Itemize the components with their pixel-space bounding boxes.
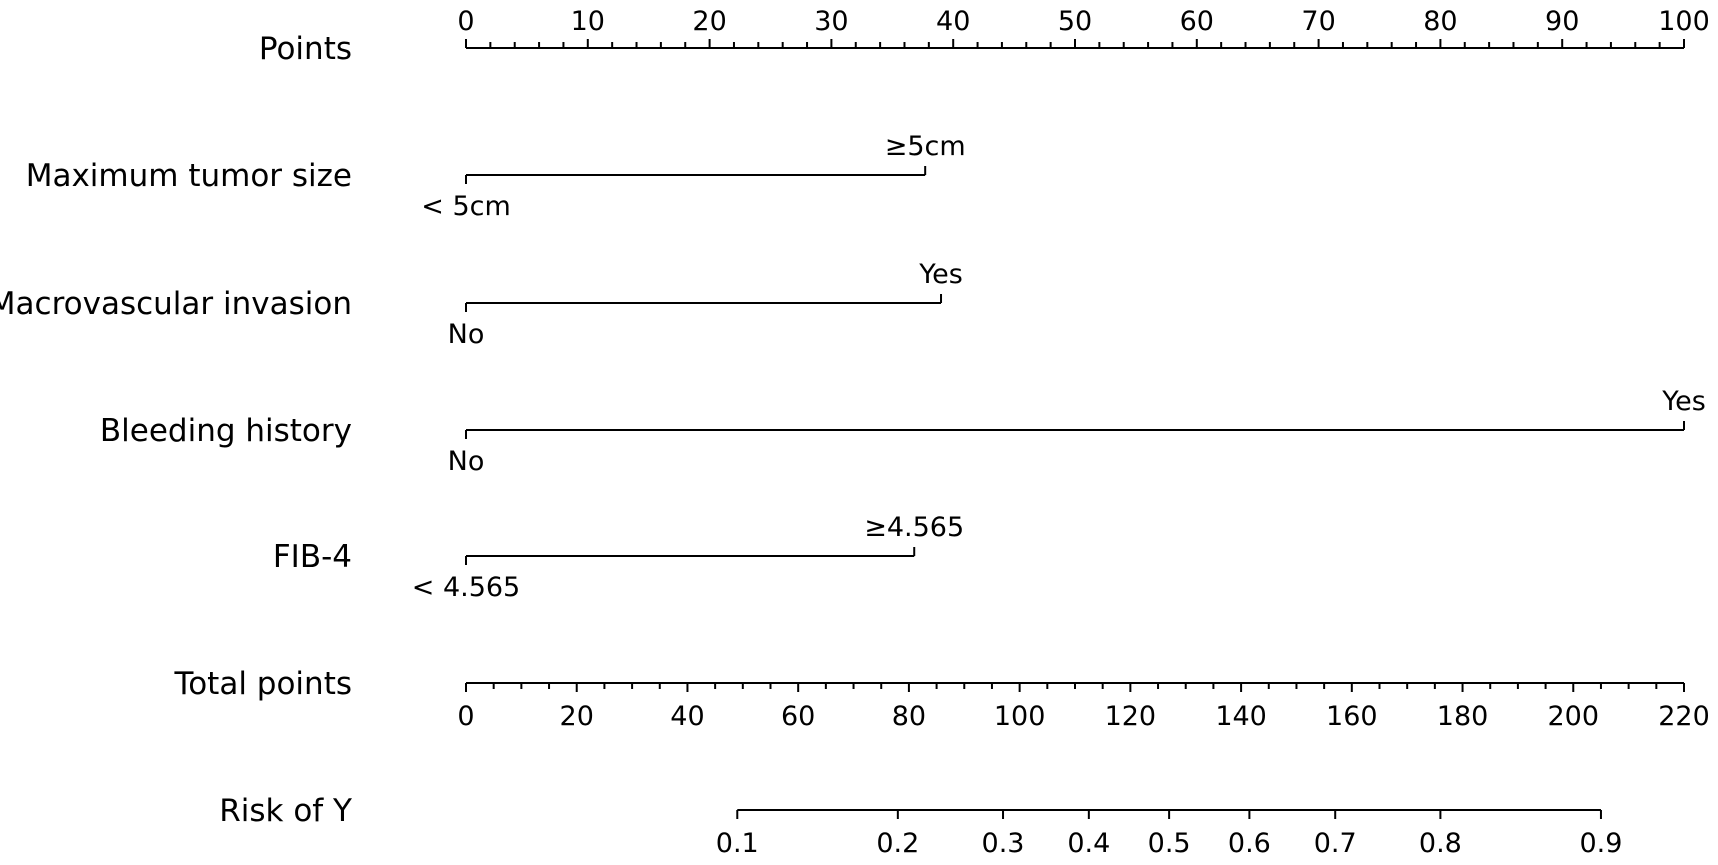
risk-tick-label: 0.8 bbox=[1419, 828, 1462, 859]
points-tick-label: 90 bbox=[1545, 6, 1579, 37]
predictor-level-label: Yes bbox=[1661, 386, 1706, 417]
risk-tick-label: 0.9 bbox=[1579, 828, 1622, 859]
risk-tick-label: 0.7 bbox=[1314, 828, 1357, 859]
risk-tick-label: 0.6 bbox=[1228, 828, 1271, 859]
row-label: Maximum tumor size bbox=[26, 158, 352, 194]
risk-tick-label: 0.1 bbox=[716, 828, 759, 859]
points-tick-label: 50 bbox=[1058, 6, 1092, 37]
total-tick-label: 220 bbox=[1658, 701, 1710, 732]
row-label: FIB-4 bbox=[273, 539, 352, 575]
risk-tick-label: 0.2 bbox=[876, 828, 919, 859]
row-label: Risk of Y bbox=[219, 793, 352, 829]
risk-tick-label: 0.4 bbox=[1067, 828, 1110, 859]
row-label: Bleeding history bbox=[100, 413, 352, 449]
points-tick-label: 100 bbox=[1658, 6, 1710, 37]
predictor-level-label: < 4.565 bbox=[412, 572, 521, 603]
predictor-level-label: No bbox=[448, 319, 485, 350]
risk-tick-label: 0.3 bbox=[982, 828, 1025, 859]
total-tick-label: 20 bbox=[560, 701, 594, 732]
total-tick-label: 100 bbox=[994, 701, 1046, 732]
points-tick-label: 60 bbox=[1180, 6, 1214, 37]
points-tick-label: 10 bbox=[571, 6, 605, 37]
total-tick-label: 120 bbox=[1105, 701, 1157, 732]
points-tick-label: 80 bbox=[1423, 6, 1457, 37]
row-label: Macrovascular invasion bbox=[0, 286, 352, 322]
total-tick-label: 0 bbox=[457, 701, 474, 732]
points-tick-label: 40 bbox=[936, 6, 970, 37]
total-tick-label: 160 bbox=[1326, 701, 1378, 732]
predictor-level-label: ≥5cm bbox=[885, 131, 966, 162]
points-tick-label: 20 bbox=[692, 6, 726, 37]
total-tick-label: 140 bbox=[1215, 701, 1267, 732]
row-label: Points bbox=[259, 31, 352, 67]
total-tick-label: 200 bbox=[1547, 701, 1599, 732]
total-tick-label: 40 bbox=[670, 701, 704, 732]
predictor-level-label: ≥4.565 bbox=[864, 512, 964, 543]
points-tick-label: 0 bbox=[457, 6, 474, 37]
total-tick-label: 80 bbox=[892, 701, 926, 732]
predictor-level-label: Yes bbox=[918, 259, 963, 290]
total-tick-label: 180 bbox=[1437, 701, 1489, 732]
predictor-level-label: < 5cm bbox=[421, 191, 511, 222]
points-tick-label: 70 bbox=[1301, 6, 1335, 37]
predictor-level-label: No bbox=[448, 446, 485, 477]
row-label: Total points bbox=[174, 666, 352, 702]
total-tick-label: 60 bbox=[781, 701, 815, 732]
risk-tick-label: 0.5 bbox=[1148, 828, 1191, 859]
points-tick-label: 30 bbox=[814, 6, 848, 37]
